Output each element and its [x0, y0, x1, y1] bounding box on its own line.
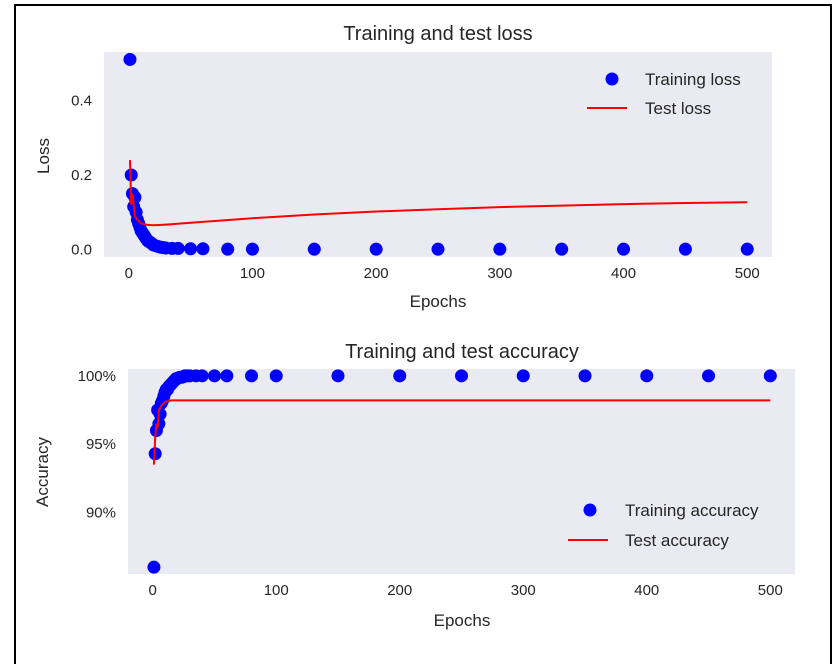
loss-x-tick-label: 0 — [125, 265, 133, 282]
accuracy-training-point — [640, 369, 654, 383]
legend-label-training-accuracy: Training accuracy — [625, 501, 759, 520]
loss-x-tick-label: 200 — [364, 265, 389, 282]
accuracy-y-tick-label: 95% — [86, 436, 116, 453]
accuracy-training-point — [220, 369, 234, 383]
loss-training-point — [221, 242, 235, 256]
legend-label-test-accuracy: Test accuracy — [625, 531, 729, 550]
figure-canvas: Training and test loss Epochs Loss 0 100 2… — [33, 23, 795, 630]
loss-plot-area — [104, 52, 772, 257]
loss-series — [123, 52, 754, 256]
accuracy-x-tick-label: 400 — [634, 582, 659, 599]
accuracy-training-point — [331, 369, 345, 383]
loss-training-point — [678, 242, 692, 256]
legend-marker-training-accuracy — [583, 503, 597, 517]
loss-training-point — [493, 242, 507, 256]
accuracy-test-line — [152, 399, 771, 465]
accuracy-training-point — [245, 369, 259, 383]
accuracy-x-tick-label: 100 — [264, 582, 289, 599]
loss-x-tick-label: 300 — [487, 265, 512, 282]
loss-y-ticks: 0.0 0.2 0.4 — [71, 92, 92, 258]
loss-training-point — [123, 52, 137, 66]
loss-training-point — [307, 242, 321, 256]
loss-y-tick-label: 0.4 — [71, 92, 92, 109]
accuracy-training-point — [702, 369, 716, 383]
accuracy-plot: Training and test accuracy Epochs Accura… — [33, 341, 795, 630]
loss-training-point — [617, 242, 631, 256]
accuracy-y-ticks: 90% 95% 100% — [78, 368, 116, 522]
accuracy-x-tick-label: 300 — [511, 582, 536, 599]
accuracy-x-tick-label: 0 — [149, 582, 157, 599]
accuracy-training-point — [393, 369, 407, 383]
loss-legend: Training loss Test loss — [587, 70, 741, 118]
accuracy-x-tick-label: 500 — [758, 582, 783, 599]
accuracy-training-point — [153, 407, 167, 421]
loss-x-tick-label: 100 — [240, 265, 265, 282]
accuracy-training-point — [207, 369, 221, 383]
accuracy-plot-area — [128, 369, 795, 574]
loss-training-point — [431, 242, 445, 256]
loss-training-point — [369, 242, 383, 256]
accuracy-x-ticks: 0 100 200 300 400 500 — [149, 582, 783, 599]
accuracy-x-axis-label: Epochs — [434, 611, 491, 630]
accuracy-training-point — [763, 369, 777, 383]
accuracy-plot-title: Training and test accuracy — [345, 341, 579, 363]
loss-x-ticks: 0 100 200 300 400 500 — [125, 265, 760, 282]
loss-x-tick-label: 500 — [735, 265, 760, 282]
loss-y-tick-label: 0.2 — [71, 167, 92, 184]
loss-training-point — [245, 242, 259, 256]
accuracy-y-tick-label: 90% — [86, 505, 116, 522]
legend-label-test-loss: Test loss — [645, 99, 711, 118]
accuracy-training-point — [269, 369, 283, 383]
accuracy-training-point — [516, 369, 530, 383]
figure-frame — [14, 4, 832, 664]
accuracy-legend: Training accuracy Test accuracy — [568, 501, 759, 550]
loss-plot-title: Training and test loss — [343, 23, 532, 45]
accuracy-training-point — [578, 369, 592, 383]
accuracy-training-point — [455, 369, 468, 383]
accuracy-training-point — [147, 560, 161, 574]
accuracy-x-tick-label: 200 — [387, 582, 412, 599]
accuracy-y-axis-label: Accuracy — [33, 437, 52, 507]
loss-x-axis-label: Epochs — [410, 292, 467, 311]
legend-label-training-loss: Training loss — [645, 70, 741, 89]
loss-plot: Training and test loss Epochs Loss 0 100 2… — [34, 23, 772, 311]
loss-training-point — [196, 242, 210, 256]
accuracy-training-point — [195, 369, 209, 383]
loss-training-point — [171, 241, 185, 255]
loss-training-point — [740, 242, 754, 256]
loss-training-point — [184, 242, 198, 256]
accuracy-y-tick-label: 100% — [78, 368, 116, 385]
loss-test-line — [129, 160, 748, 227]
loss-x-tick-label: 400 — [611, 265, 636, 282]
legend-marker-training-loss — [605, 72, 619, 86]
loss-y-axis-label: Loss — [34, 138, 53, 174]
loss-training-point — [555, 242, 569, 256]
loss-y-tick-label: 0.0 — [71, 242, 92, 259]
accuracy-series — [147, 369, 777, 574]
